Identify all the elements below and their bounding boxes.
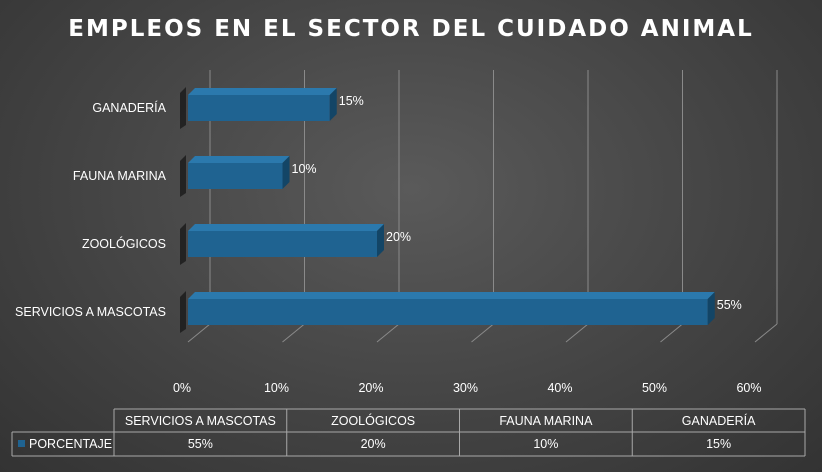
chart-title: EMPLEOS EN EL SECTOR DEL CUIDADO ANIMAL — [68, 16, 753, 42]
gridline-floor — [376, 323, 400, 343]
bar-shadow-fauna-marina — [180, 155, 186, 197]
x-tick-label: 40% — [547, 381, 572, 395]
gridline-floor — [754, 323, 778, 343]
x-tick-label: 50% — [642, 381, 667, 395]
category-label-servicios-a-mascotas: SERVICIOS A MASCOTAS — [15, 305, 166, 319]
data-label-zoologicos: 20% — [386, 230, 411, 244]
bar-side-fauna-marina — [282, 156, 290, 189]
gridline-floor — [565, 323, 589, 343]
x-tick-label: 10% — [264, 381, 289, 395]
legend-series-name: PORCENTAJE — [29, 437, 112, 451]
category-label-fauna-marina: FAUNA MARINA — [73, 169, 167, 183]
bar-zoologicos — [188, 231, 377, 257]
bar-top-servicios-a-mascotas — [188, 292, 715, 299]
gridline-floor — [660, 323, 683, 343]
bar-top-fauna-marina — [188, 156, 290, 163]
table-header-zoologicos: ZOOLÓGICOS — [331, 413, 415, 428]
bar-side-ganaderia — [329, 88, 337, 121]
table-cell-zoologicos: 20% — [361, 437, 386, 451]
bar-side-servicios-a-mascotas — [707, 292, 715, 325]
table-header-fauna-marina: FAUNA MARINA — [499, 414, 593, 428]
bars — [180, 87, 715, 333]
legend-key — [18, 440, 25, 447]
category-label-ganaderia: GANADERÍA — [92, 100, 166, 115]
bar-ganaderia — [188, 95, 330, 121]
data-table: SERVICIOS A MASCOTAS 55% ZOOLÓGICOS 20% FAUN… — [11, 408, 806, 457]
x-tick-label: 20% — [358, 381, 383, 395]
bar-shadow-servicios-a-mascotas — [180, 291, 186, 333]
bar-fauna-marina — [188, 163, 283, 189]
bar-side-zoologicos — [377, 224, 384, 257]
category-label-zoologicos: ZOOLÓGICOS — [82, 236, 166, 251]
data-label-fauna-marina: 10% — [292, 162, 317, 176]
table-cell-fauna-marina: 10% — [533, 437, 558, 451]
data-label-ganaderia: 15% — [339, 94, 364, 108]
bar-top-ganaderia — [188, 88, 337, 95]
bar-servicios-a-mascotas — [188, 299, 708, 325]
table-cell-ganaderia: 15% — [706, 437, 731, 451]
bar-shadow-ganaderia — [180, 87, 186, 129]
table-header-servicios-a-mascotas: SERVICIOS A MASCOTAS — [125, 414, 276, 428]
gridline-floor — [471, 323, 494, 343]
bar-top-zoologicos — [188, 224, 384, 231]
x-tick-label: 60% — [736, 381, 761, 395]
table-cell-servicios-a-mascotas: 55% — [188, 437, 213, 451]
x-tick-label: 30% — [453, 381, 478, 395]
labels: SERVICIOS A MASCOTAS 55% ZOOLÓGICOS 20% FAUN… — [15, 94, 762, 395]
x-tick-label: 0% — [173, 381, 191, 395]
gridline-floor — [187, 323, 211, 343]
gridline-floor — [282, 323, 305, 343]
table-header-ganaderia: GANADERÍA — [682, 413, 756, 428]
bar-shadow-zoologicos — [180, 223, 186, 265]
data-label-servicios-a-mascotas: 55% — [717, 298, 742, 312]
